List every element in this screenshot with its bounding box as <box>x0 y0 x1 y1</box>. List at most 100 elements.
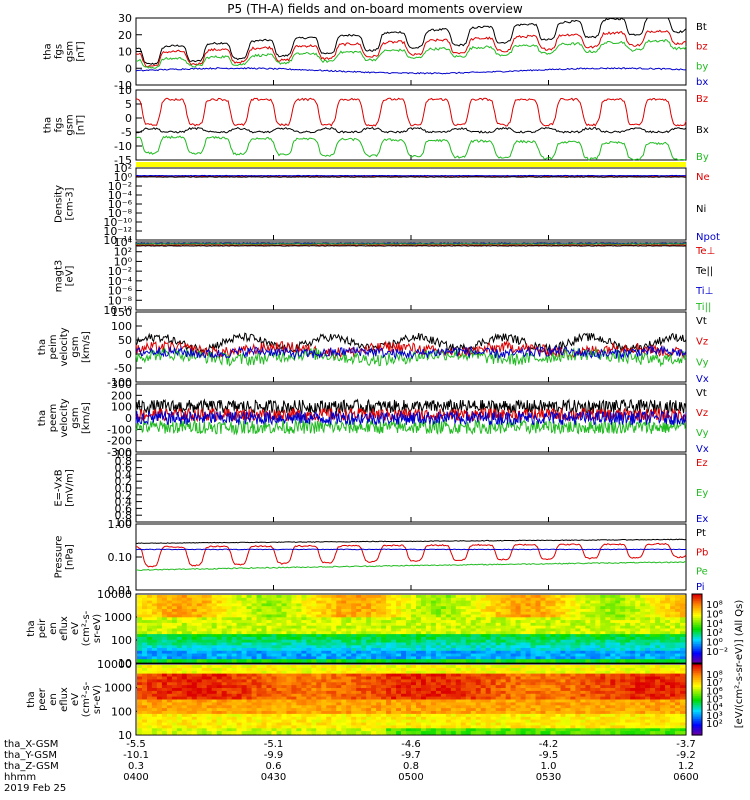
spectrogram-cell <box>201 597 208 602</box>
spectrogram-cell <box>425 699 432 703</box>
spectrogram-cell <box>231 650 238 655</box>
spectrogram-cell <box>565 595 571 599</box>
spectrogram-cell <box>455 597 462 602</box>
y-tick-label: -200 <box>107 435 132 448</box>
spectrogram-cell <box>455 719 462 724</box>
spectrogram-cell <box>221 699 228 703</box>
spectrogram-cell <box>147 719 153 724</box>
spectrogram-cell <box>186 614 193 618</box>
spectrogram-cell <box>500 693 507 698</box>
spectrogram-cell <box>435 628 442 632</box>
legend-label: Ne <box>696 172 710 183</box>
spectrogram-cell <box>251 648 258 652</box>
spectrogram-cell <box>226 609 233 613</box>
spectrogram-cell <box>142 603 148 607</box>
flag-bar <box>136 162 686 167</box>
spectrogram-cell <box>680 656 686 660</box>
spectrogram-cell <box>336 639 342 644</box>
spectrogram-cell <box>286 665 293 669</box>
spectrogram-cell <box>356 606 362 610</box>
spectrogram-cell <box>445 600 452 604</box>
spectrogram-cell <box>331 622 337 627</box>
spectrogram-cell <box>645 648 651 652</box>
spectrogram-cell <box>286 719 293 724</box>
spectrogram-cell <box>376 716 382 721</box>
spectrogram-cell <box>545 622 552 627</box>
spectrogram-cell <box>276 713 283 718</box>
spectrogram-cell <box>376 595 382 599</box>
spectrogram-cell <box>266 673 273 678</box>
spectrogram-cell <box>550 639 557 644</box>
spectrogram-cell <box>356 648 362 652</box>
spectrogram-cell <box>630 631 636 635</box>
spectrogram-cell <box>201 673 208 678</box>
spectrogram-cell <box>460 648 467 652</box>
spectrogram-cell <box>142 645 148 649</box>
spectrogram-cell <box>171 600 178 604</box>
spectrogram-cell <box>366 606 372 610</box>
spectrogram-cell <box>361 611 367 616</box>
spectrogram-cell <box>635 597 641 602</box>
spectrogram-cell <box>326 634 332 638</box>
spectrogram-cell <box>371 645 377 649</box>
spectrogram-cell <box>151 622 158 627</box>
spectrogram-cell <box>161 597 168 602</box>
spectrogram-cell <box>371 609 377 613</box>
spectrogram-cell <box>306 728 312 732</box>
spectrogram-cell <box>206 620 213 624</box>
spectrogram-cell <box>156 614 163 618</box>
spectrogram-cell <box>396 667 402 672</box>
spectrogram-cell <box>151 713 158 718</box>
spectrogram-cell <box>261 622 268 627</box>
spectrogram-cell <box>201 659 208 663</box>
spectrogram-cell <box>520 609 527 613</box>
spectrogram-cell <box>550 648 557 652</box>
spectrogram-cell <box>201 636 208 641</box>
spectrogram-cell <box>216 670 223 675</box>
spectrogram-cell <box>186 693 193 698</box>
spectrogram-cell <box>545 597 552 602</box>
spectrogram-cell <box>316 725 322 729</box>
spectrogram-cell <box>151 688 158 692</box>
spectrogram-cell <box>615 600 621 604</box>
spectrogram-cell <box>440 648 447 652</box>
spectrogram-cell <box>186 685 193 689</box>
spectrogram-cell <box>396 722 402 726</box>
spectrogram-cell <box>346 702 352 706</box>
spectrogram-cell <box>396 716 402 721</box>
spectrogram-cell <box>500 650 507 655</box>
spectrogram-cell <box>500 676 507 680</box>
spectrogram-cell <box>421 653 427 657</box>
spectrogram-cell <box>610 595 616 599</box>
spectrogram-cell <box>411 628 417 632</box>
spectrogram-cell <box>142 597 148 602</box>
spectrogram-cell <box>670 659 676 663</box>
spectrogram-cell <box>530 645 537 649</box>
spectrogram-cell <box>381 634 387 638</box>
spectrogram-cell <box>440 702 447 706</box>
spectrogram-cell <box>196 603 203 607</box>
spectrogram-cell <box>530 625 537 630</box>
spectrogram-cell <box>665 642 671 646</box>
spectrogram-cell <box>351 731 357 735</box>
spectrogram-cell <box>251 728 258 732</box>
spectrogram-cell <box>216 642 223 646</box>
spectrogram-cell <box>296 653 302 657</box>
spectrogram-cell <box>605 648 611 652</box>
spectrogram-cell <box>470 659 477 663</box>
spectrogram-cell <box>530 620 537 624</box>
spectrogram-cell <box>500 617 507 621</box>
spectrogram-cell <box>366 719 372 724</box>
spectrogram-cell <box>510 665 517 669</box>
spectrogram-cell <box>430 620 437 624</box>
spectrogram-cell <box>191 728 198 732</box>
spectrogram-cell <box>137 636 143 641</box>
spectrogram-cell <box>391 645 397 649</box>
spectrogram-cell <box>416 699 422 703</box>
spectrogram-cell <box>241 702 248 706</box>
spectrogram-cell <box>256 731 263 735</box>
spectrogram-cell <box>416 600 422 604</box>
spectrogram-cell <box>435 708 442 712</box>
spectrogram-cell <box>425 665 432 669</box>
spectrogram-cell <box>371 600 377 604</box>
